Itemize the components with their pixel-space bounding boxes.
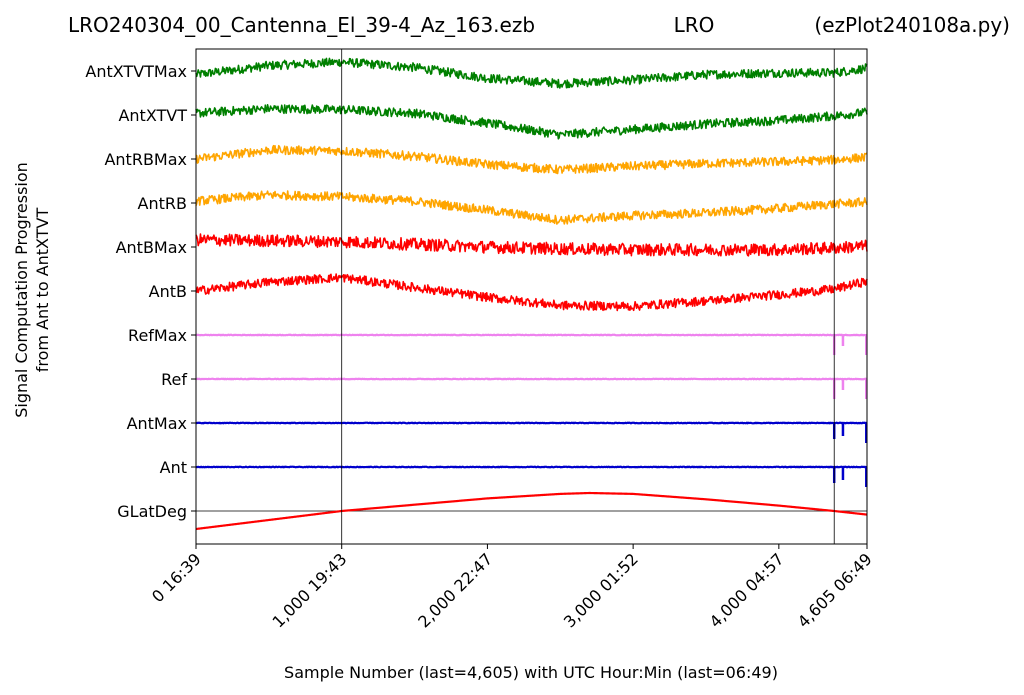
y-tick-label-antb: AntB xyxy=(149,282,187,301)
y-tick-label-antxtvt: AntXTVT xyxy=(118,106,187,125)
series-line-antxtvtmax xyxy=(195,57,868,89)
x-tick-label-3: 3,000 01:52 xyxy=(560,549,642,631)
y-tick-label-antrbmax: AntRBMax xyxy=(104,150,187,169)
y-tick-label-glatdeg: GLatDeg xyxy=(117,502,187,521)
x-axis-ticks: 0 16:39 1,000 19:43 2,000 22:47 3,000 01:52… xyxy=(148,544,876,631)
x-tick-label-2: 2,000 22:47 xyxy=(414,549,496,631)
series-ant xyxy=(195,465,868,487)
plot-area-frame xyxy=(195,48,868,545)
series-refmax xyxy=(195,333,868,355)
series-ref xyxy=(195,377,868,399)
y-tick-label-ref: Ref xyxy=(161,370,187,389)
series-line-antmax xyxy=(195,421,868,425)
series-line-antrbmax xyxy=(195,144,868,175)
x-tick-label-0: 0 16:39 xyxy=(148,549,205,606)
series-antb xyxy=(195,273,868,312)
x-axis-label: Sample Number (last=4,605) with UTC Hour… xyxy=(284,663,778,682)
series-antbmax xyxy=(195,233,868,257)
x-tick-label-1: 1,000 19:43 xyxy=(269,549,351,631)
y-tick-label-antmax: AntMax xyxy=(127,414,187,433)
series-line-refmax xyxy=(195,333,868,337)
y-tick-label-antxtvtmax: AntXTVTMax xyxy=(85,62,187,81)
y-axis-label-line-1: Signal Computation Progression xyxy=(12,162,31,418)
series-layer xyxy=(195,57,868,531)
series-line-antbmax xyxy=(195,233,868,257)
chart-title-observatory: LRO xyxy=(674,13,715,37)
x-tick-label-4: 4,000 04:57 xyxy=(706,549,788,631)
vertical-marker-lines xyxy=(341,49,835,544)
y-axis-ticks: AntXTVTMax AntXTVT AntRBMax AntRB AntBMax Ant… xyxy=(85,62,196,521)
series-line-glatdeg xyxy=(195,491,868,531)
y-axis-label: Signal Computation Progression from Ant … xyxy=(12,162,52,418)
series-line-ant xyxy=(195,465,868,469)
series-antxtvt xyxy=(195,104,868,140)
series-line-antxtvt xyxy=(195,104,868,140)
series-line-antrb xyxy=(195,190,868,225)
series-line-ref xyxy=(195,377,868,381)
series-antrb xyxy=(195,190,868,225)
series-antmax xyxy=(195,421,868,443)
y-tick-label-antrb: AntRB xyxy=(138,194,187,213)
chart-title: LRO240304_00_Cantenna_El_39-4_Az_163.ezb… xyxy=(68,13,1010,37)
chart-title-filename: LRO240304_00_Cantenna_El_39-4_Az_163.ezb xyxy=(68,13,535,37)
y-axis-label-line-2: from Ant to AntXTVT xyxy=(33,208,52,373)
series-antrbmax xyxy=(195,144,868,175)
y-tick-label-refmax: RefMax xyxy=(128,326,187,345)
y-tick-label-antbmax: AntBMax xyxy=(116,238,187,257)
series-line-antb xyxy=(195,273,868,312)
chart-title-script: (ezPlot240108a.py) xyxy=(814,13,1010,37)
x-tick-label-5: 4,605 06:49 xyxy=(794,549,876,631)
y-tick-label-ant: Ant xyxy=(160,458,187,477)
series-glatdeg xyxy=(195,491,868,531)
series-antxtvtmax xyxy=(195,57,868,89)
